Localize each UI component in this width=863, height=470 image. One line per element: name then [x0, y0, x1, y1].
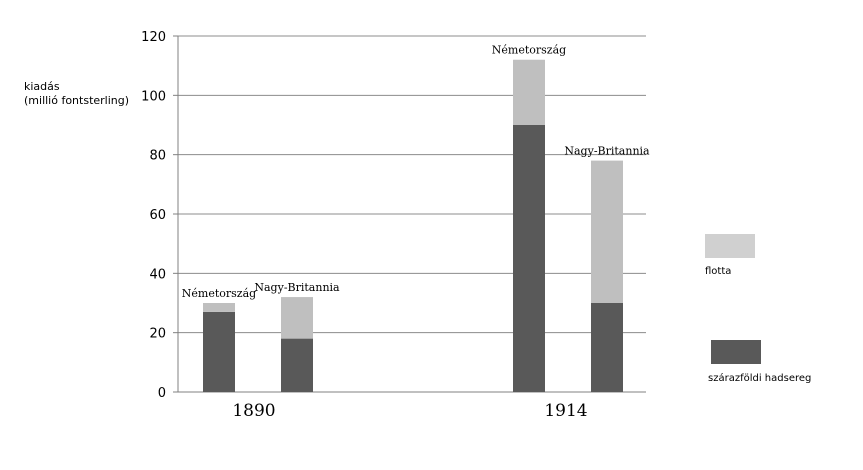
bar-segment [591, 303, 623, 392]
y-axis-unit-label: (millió fontsterling) [24, 94, 129, 107]
bar-labels: NémetországNagy-BritanniaNémetországNagy… [182, 44, 650, 300]
bar-segment [591, 160, 623, 303]
axes [177, 36, 646, 393]
bar-label: Nagy-Britannia [254, 281, 340, 294]
grid [173, 35, 646, 393]
bars [203, 59, 623, 392]
bar-segment [513, 125, 545, 392]
y-tick-label: 120 [141, 30, 166, 45]
y-tick-label: 0 [158, 386, 166, 401]
legend-swatch [711, 340, 761, 364]
bar-segment [513, 59, 545, 125]
y-tick-labels: 0 20 40 60 80 100 120 [141, 30, 166, 401]
bar-segment [203, 311, 235, 392]
bar-label: Németország [492, 44, 566, 57]
group-labels: 1890 1914 [232, 401, 587, 421]
group-label: 1914 [544, 401, 587, 421]
y-axis-label: kiadás [24, 80, 60, 93]
y-tick-label: 60 [149, 208, 166, 223]
legend: flotta szárazföldi hadsereg [705, 234, 811, 384]
bar-segment [281, 297, 313, 339]
legend-label: szárazföldi hadsereg [708, 372, 811, 384]
y-tick-label: 80 [149, 149, 166, 164]
legend-swatch [705, 234, 755, 258]
group-label: 1890 [232, 401, 275, 421]
bar-label: Nagy-Britannia [564, 145, 650, 158]
bar-segment [203, 303, 235, 312]
y-tick-label: 20 [149, 327, 166, 342]
legend-label: flotta [705, 266, 731, 277]
bar-label: Németország [182, 287, 256, 300]
y-tick-label: 40 [149, 267, 166, 282]
bar-segment [281, 338, 313, 392]
y-tick-label: 100 [141, 89, 166, 104]
